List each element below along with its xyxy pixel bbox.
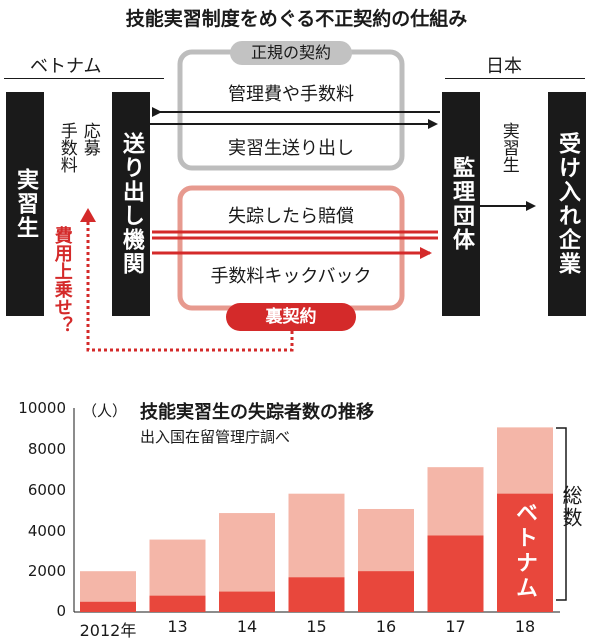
label-fee: 手数料 xyxy=(56,122,77,173)
y-tick-8000: 8000 xyxy=(27,440,66,458)
bar-vietnam-3 xyxy=(288,577,345,612)
label-apply: 応募 xyxy=(79,122,100,156)
y-tick-2000: 2000 xyxy=(27,562,66,580)
country-right-label: 日本 xyxy=(486,56,522,77)
secret-contract-tag: 裏契約 xyxy=(226,303,356,331)
bar-vietnam-5 xyxy=(427,535,484,612)
country-left-underline xyxy=(4,78,164,79)
y-tick-0: 0 xyxy=(56,602,66,620)
chart-title: 技能実習生の失踪者数の推移 xyxy=(140,402,374,423)
x-tick-label: 17 xyxy=(445,617,466,636)
node-sending-organization: 送り出し機関 xyxy=(112,92,150,316)
legend-total: 総数 xyxy=(559,485,583,529)
bar-vietnam-0 xyxy=(80,601,136,612)
y-tick-10000: 10000 xyxy=(18,399,66,417)
flow-diagram-graphics xyxy=(80,49,536,352)
x-tick-label: 13 xyxy=(167,617,188,636)
cost-passed-on-path xyxy=(86,216,294,352)
chart-subtitle: 出入国在留管理庁調べ xyxy=(140,428,291,446)
x-tick-label: 2012年 xyxy=(79,621,137,640)
x-tick-label: 16 xyxy=(375,617,397,636)
bar-vietnam-1 xyxy=(149,595,206,612)
total-bracket xyxy=(556,427,567,601)
cost-passed-on-arrowhead xyxy=(80,208,96,222)
secret-item-kickback: 手数料キックバック xyxy=(210,266,372,287)
secret-item-compensation: 失踪したら賠償 xyxy=(228,206,354,227)
formal-item-fees: 管理費や手数料 xyxy=(228,84,354,105)
bar-vietnam-2 xyxy=(219,591,275,612)
y-tick-4000: 4000 xyxy=(27,522,66,540)
node-accepting-company: 受け入れ企業 xyxy=(548,92,586,316)
bar-vietnam-6 xyxy=(497,493,553,612)
node-trainee: 実習生 xyxy=(6,92,44,316)
country-right-underline xyxy=(445,78,585,79)
chart-y-unit: （人） xyxy=(82,402,128,420)
legend-vietnam: ベトナム xyxy=(512,501,537,601)
label-trainee-flow: 実習生 xyxy=(498,122,519,173)
x-tick-label: 15 xyxy=(306,617,327,636)
country-left-label: ベトナム xyxy=(30,56,102,77)
y-tick-6000: 6000 xyxy=(27,481,66,499)
cost-passed-on-label: 費用上乗せ？ xyxy=(51,226,73,334)
node-supervising-organization: 監理団体 xyxy=(442,92,480,316)
x-tick-label: 14 xyxy=(236,617,258,636)
x-tick-label: 18 xyxy=(514,617,536,636)
formal-item-dispatch: 実習生送り出し xyxy=(228,138,354,159)
page-title: 技能実習制度をめぐる不正契約の仕組み xyxy=(125,8,468,30)
bar-vietnam-4 xyxy=(358,571,414,612)
formal-contract-tag: 正規の契約 xyxy=(230,41,352,65)
